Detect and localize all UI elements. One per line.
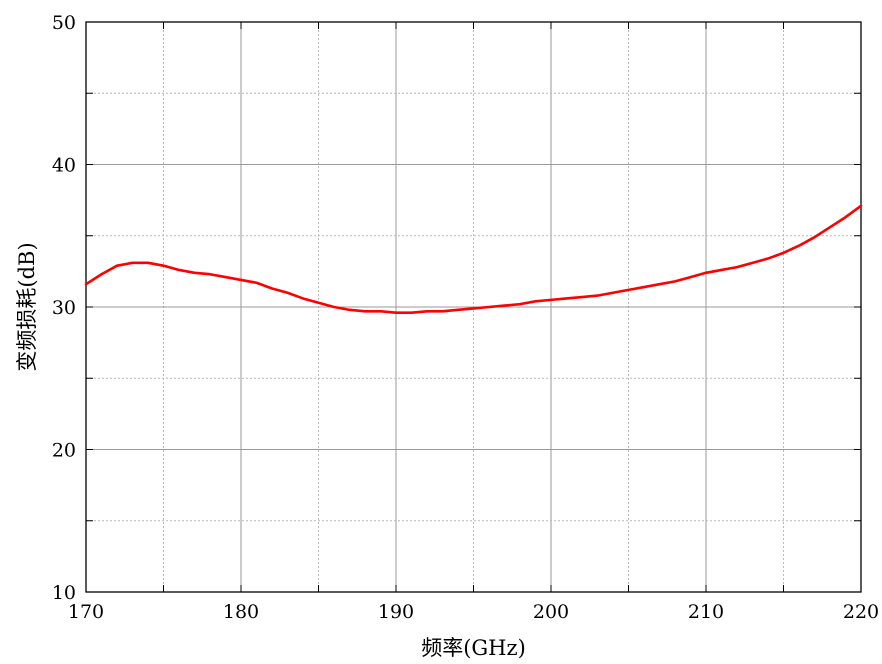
series-layer (84, 204, 863, 314)
y-tick-label: 50 (52, 12, 76, 34)
y-tick-label: 30 (52, 297, 76, 319)
x-tick-label: 180 (223, 601, 259, 623)
x-tick-labels: 170 180 190 200 210 220 (68, 601, 879, 623)
series-line (84, 204, 863, 314)
x-tick-label: 190 (378, 601, 414, 623)
y-tick-label: 40 (52, 155, 76, 177)
grid (86, 22, 861, 592)
y-tick-label: 20 (52, 440, 76, 462)
y-tick-label: 10 (52, 582, 76, 604)
y-axis-label: 变频损耗(dB) (15, 242, 39, 371)
x-tick-label: 210 (688, 601, 724, 623)
x-tick-label: 220 (843, 601, 879, 623)
x-axis-label: 频率(GHz) (421, 636, 526, 660)
plot-frame (85, 21, 862, 593)
x-tick-label: 170 (68, 601, 104, 623)
x-tick-label: 200 (533, 601, 569, 623)
y-tick-labels: 10 20 30 40 50 (52, 12, 76, 604)
